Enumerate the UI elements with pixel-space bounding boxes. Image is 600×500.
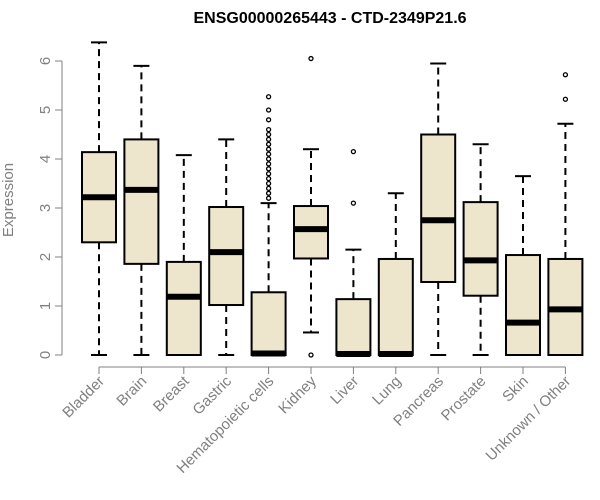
iqr-box — [335, 298, 372, 357]
x-tick-label: Brain — [113, 373, 150, 410]
iqr-box — [250, 291, 287, 356]
y-axis: 0 1 2 3 4 5 6 — [37, 57, 63, 359]
x-tick-label: Kidney — [275, 372, 320, 417]
x-tick-label: Skin — [499, 373, 532, 406]
y-tick-label: 0 — [37, 351, 54, 359]
outlier-point — [265, 180, 272, 187]
y-tick-label: 2 — [37, 253, 54, 261]
iqr-box — [505, 254, 541, 356]
box-gastric — [208, 138, 245, 356]
outlier-point — [265, 166, 272, 172]
outlier-point — [265, 195, 272, 201]
outlier-point — [265, 151, 272, 157]
box-brain — [123, 64, 160, 356]
outlier-point — [350, 200, 357, 206]
iqr-box — [208, 206, 245, 307]
y-tick-label: 5 — [37, 106, 54, 114]
x-tick-label: Bladder — [59, 373, 108, 422]
x-tick-label: Breast — [150, 372, 193, 415]
y-axis-label: Expression — [0, 163, 17, 237]
chart-title: ENSG00000265443 - CTD-2349P21.6 — [193, 10, 466, 27]
outlier-point — [308, 55, 314, 62]
outlier-point — [265, 175, 272, 182]
box-pancreas — [420, 62, 457, 356]
box-kidney — [293, 55, 329, 358]
x-tick-label: Lung — [369, 373, 405, 409]
outlier-point — [265, 126, 272, 133]
iqr-box — [462, 201, 499, 297]
outlier-point — [562, 72, 569, 78]
x-tick-label: Prostate — [438, 373, 490, 425]
box-breast — [165, 154, 202, 356]
outlier-point — [265, 136, 272, 143]
boxes — [81, 41, 584, 358]
y-tick-label: 4 — [37, 155, 54, 163]
iqr-box — [123, 138, 160, 265]
iqr-box — [293, 205, 329, 260]
iqr-box — [420, 133, 457, 283]
box-bladder — [81, 41, 117, 356]
box-skin — [505, 175, 541, 356]
iqr-box — [377, 257, 414, 356]
box-liver — [335, 148, 372, 358]
box-prostate — [462, 143, 499, 356]
outlier-point — [265, 131, 272, 138]
box-unknown-other — [547, 72, 584, 356]
outlier-point — [265, 190, 272, 196]
outlier-point — [350, 148, 357, 155]
outlier-point — [265, 146, 272, 152]
outlier-point — [265, 156, 272, 162]
x-tick-label: Liver — [327, 373, 362, 408]
box-lung — [377, 192, 414, 358]
outlier-point — [562, 96, 569, 102]
outlier-point — [265, 94, 272, 100]
outlier-point — [265, 107, 272, 113]
outlier-point — [265, 171, 272, 177]
outlier-point — [265, 185, 272, 192]
y-tick-label: 3 — [37, 204, 54, 212]
iqr-box — [165, 260, 202, 356]
y-tick-label: 1 — [37, 302, 54, 310]
y-tick-label: 6 — [37, 57, 54, 65]
outlier-point — [265, 141, 272, 147]
outlier-point — [265, 117, 272, 123]
outlier-point — [265, 161, 272, 167]
box-hematopoietic-cells — [250, 94, 287, 357]
outlier-point — [308, 352, 314, 358]
